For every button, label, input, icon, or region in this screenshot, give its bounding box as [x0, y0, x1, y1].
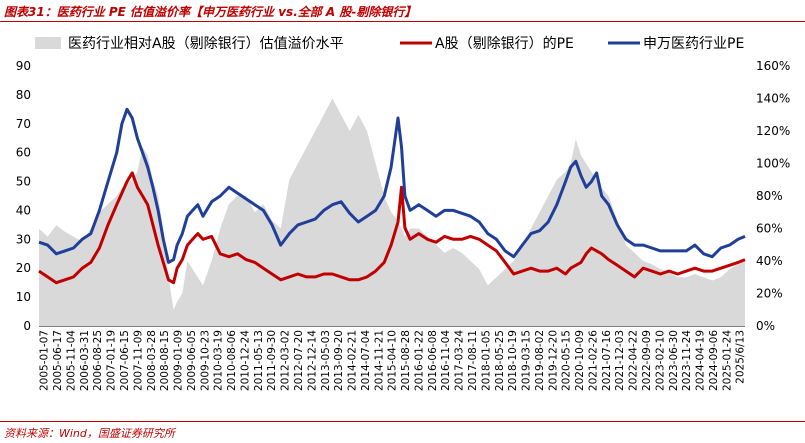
- x-tick-label: 2012-12-14: [306, 330, 318, 391]
- right-tick-label: 60%: [756, 222, 783, 236]
- x-tick-label: 2019-12-20: [547, 330, 559, 391]
- x-tick-label: 2012-03-02: [280, 330, 292, 391]
- x-tick-label: 2018-05-25: [494, 330, 506, 391]
- x-tick-label: 2023-11-24: [681, 330, 693, 391]
- left-tick-label: 80: [16, 88, 31, 102]
- left-tick-label: 20: [16, 261, 31, 275]
- x-tick-label: 2024-09-06: [708, 330, 720, 391]
- x-tick-label: 2018-10-19: [507, 330, 519, 391]
- x-tick-label: 2013-09-20: [333, 330, 345, 391]
- left-tick-label: 40: [16, 203, 31, 217]
- x-tick-label: 2005-11-04: [65, 330, 77, 391]
- x-tick-label: 2007-06-15: [119, 330, 131, 391]
- x-tick-label: 2015-04-10: [387, 330, 399, 391]
- x-tick-label: 2010-12-24: [239, 330, 251, 391]
- x-tick-label: 2016-06-08: [427, 330, 439, 391]
- chart: 0 10 20 30 40 50 60 70 80 90 0% 20% 40% 60% 80% 100% 12…: [16, 36, 791, 391]
- legend-label-a-share-pe: A股（剔除银行）的PE: [435, 36, 574, 52]
- figure-title: 图表31：医药行业 PE 估值溢价率【申万医药行业 vs.全部 A 股-剔除银行…: [4, 5, 417, 19]
- x-tick-label: 2018-01-05: [480, 330, 492, 391]
- x-tick-label: 2023-02-10: [654, 330, 666, 391]
- series-a-share-pe-line: [38, 171, 746, 285]
- x-tick-label: 2020-05-15: [561, 330, 573, 391]
- x-tick-label: 2019-08-02: [534, 330, 546, 391]
- legend-swatch-premium-area: [35, 37, 61, 49]
- x-tick-label: 2009-10-23: [199, 330, 211, 391]
- left-tick-label: 70: [16, 117, 31, 131]
- plot-area: [38, 98, 746, 326]
- x-tick-label: 2023-06-30: [668, 330, 680, 391]
- legend-label-pharma-pe: 申万医药行业PE: [643, 36, 744, 52]
- x-tick-label: 2014-07-04: [360, 330, 372, 391]
- x-tick-label: 2024-04-19: [694, 330, 706, 391]
- x-tick-label: 2007-01-19: [106, 330, 118, 391]
- right-tick-label: 160%: [756, 59, 790, 73]
- x-tick-label: 2009-01-09: [172, 330, 184, 391]
- right-tick-label: 0%: [756, 319, 775, 333]
- left-tick-label: 30: [16, 232, 31, 246]
- left-tick-label: 60: [16, 146, 31, 160]
- x-tick-label: 2017-08-11: [467, 330, 479, 391]
- x-tick-label: 2013-05-03: [320, 330, 332, 391]
- legend: 医药行业相对A股（剔除银行）估值溢价水平 A股（剔除银行）的PE 申万医药行业PE: [35, 36, 744, 52]
- x-tick-label: 2025-01-24: [721, 330, 733, 391]
- title-rule: [0, 21, 805, 22]
- x-tick-label: 2014-02-21: [346, 330, 358, 391]
- right-tick-label: 40%: [756, 254, 783, 268]
- right-tick-label: 80%: [756, 189, 783, 203]
- left-tick-label: 50: [16, 175, 31, 189]
- left-tick-label: 10: [16, 290, 31, 304]
- x-tick-label: 2011-09-30: [266, 330, 278, 391]
- x-tick-label: 2021-12-03: [614, 330, 626, 391]
- right-tick-label: 100%: [756, 157, 790, 171]
- x-tick-label: 2021-07-16: [601, 330, 613, 391]
- series-premium-area: [39, 98, 745, 326]
- right-y-axis: 0% 20% 40% 60% 80% 100% 120% 140% 160%: [756, 59, 790, 333]
- x-tick-label: 2022-09-09: [641, 330, 653, 391]
- x-tick-label: 2008-08-15: [159, 330, 171, 391]
- right-tick-label: 120%: [756, 124, 790, 138]
- x-tick-label: 2017-03-24: [454, 330, 466, 391]
- x-tick-label: 2025/6/13: [735, 330, 747, 384]
- x-tick-label: 2015-08-28: [400, 330, 412, 391]
- x-tick-label: 2010-08-06: [226, 330, 238, 391]
- left-tick-label: 0: [23, 319, 31, 333]
- x-tick-label: 2016-01-22: [413, 330, 425, 391]
- x-tick-label: 2020-10-09: [574, 330, 586, 391]
- x-tick-label: 2021-02-26: [587, 330, 599, 391]
- right-tick-label: 20%: [756, 287, 783, 301]
- source-note: 资料来源：Wind，国盛证券研究所: [4, 427, 175, 440]
- x-tick-label: 2007-11-09: [132, 330, 144, 391]
- right-tick-label: 140%: [756, 92, 790, 106]
- x-tick-label: 2008-03-28: [146, 330, 158, 391]
- x-tick-label: 2019-03-15: [520, 330, 532, 391]
- source-rule: [0, 421, 805, 422]
- x-tick-label: 2006-03-31: [79, 330, 91, 391]
- x-axis: 2005-01-07 2005-06-17 2005-11-04 2006-03-31…: [39, 326, 747, 391]
- x-tick-label: 2006-08-25: [92, 330, 104, 391]
- x-tick-label: 2011-05-13: [253, 330, 265, 391]
- x-tick-label: 2012-07-20: [293, 330, 305, 391]
- x-tick-label: 2009-06-05: [186, 330, 198, 391]
- left-tick-label: 90: [16, 59, 31, 73]
- series-pharma-pe-line: [38, 107, 746, 264]
- x-tick-label: 2022-04-22: [628, 330, 640, 391]
- x-tick-label: 2005-01-07: [39, 330, 51, 391]
- x-tick-label: 2014-11-21: [373, 330, 385, 391]
- x-tick-label: 2016-11-04: [440, 330, 452, 391]
- x-tick-label: 2005-06-17: [52, 330, 64, 391]
- legend-label-premium-area: 医药行业相对A股（剔除银行）估值溢价水平: [68, 36, 344, 52]
- left-y-axis: 0 10 20 30 40 50 60 70 80 90: [16, 59, 31, 333]
- x-tick-label: 2010-03-19: [213, 330, 225, 391]
